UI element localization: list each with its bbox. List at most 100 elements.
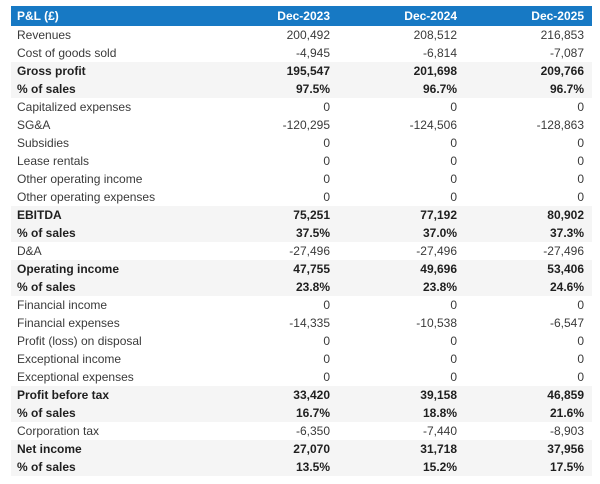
row-value: 0: [465, 368, 592, 386]
row-label: Revenues: [11, 26, 211, 44]
row-value: 96.7%: [338, 80, 465, 98]
row-label: Other operating income: [11, 170, 211, 188]
row-value: 23.8%: [338, 278, 465, 296]
row-label: % of sales: [11, 458, 211, 476]
table-row: Profit before tax 33,420 39,158 46,859: [11, 386, 592, 404]
table-row: SG&A -120,295 -124,506 -128,863: [11, 116, 592, 134]
row-value: -124,506: [338, 116, 465, 134]
row-value: 33,420: [211, 386, 338, 404]
row-value: 18.8%: [338, 404, 465, 422]
row-label: % of sales: [11, 278, 211, 296]
row-value: 27,070: [211, 440, 338, 458]
row-value: 0: [465, 98, 592, 116]
header-cell-dec-2023: Dec-2023: [211, 6, 338, 26]
row-value: 97.5%: [211, 80, 338, 98]
row-value: -8,903: [465, 422, 592, 440]
row-value: 0: [338, 188, 465, 206]
pnl-forecast-table-container: P&L (£) Dec-2023 Dec-2024 Dec-2025 Reven…: [11, 6, 592, 476]
table-row: Cost of goods sold -4,945 -6,814 -7,087: [11, 44, 592, 62]
row-value: -6,350: [211, 422, 338, 440]
table-row: Corporation tax -6,350 -7,440 -8,903: [11, 422, 592, 440]
row-value: 46,859: [465, 386, 592, 404]
row-value: -27,496: [338, 242, 465, 260]
row-label: SG&A: [11, 116, 211, 134]
row-label: Exceptional income: [11, 350, 211, 368]
row-label: EBITDA: [11, 206, 211, 224]
table-row: % of sales 13.5% 15.2% 17.5%: [11, 458, 592, 476]
row-label: Operating income: [11, 260, 211, 278]
row-value: 75,251: [211, 206, 338, 224]
row-label: Cost of goods sold: [11, 44, 211, 62]
row-value: 0: [338, 134, 465, 152]
row-value: 0: [211, 170, 338, 188]
table-row: D&A -27,496 -27,496 -27,496: [11, 242, 592, 260]
table-row: Capitalized expenses 0 0 0: [11, 98, 592, 116]
row-value: 0: [338, 350, 465, 368]
row-value: 37.3%: [465, 224, 592, 242]
row-value: -27,496: [211, 242, 338, 260]
row-value: 96.7%: [465, 80, 592, 98]
row-label: Gross profit: [11, 62, 211, 80]
table-row: Revenues 200,492 208,512 216,853: [11, 26, 592, 44]
header-cell-dec-2025: Dec-2025: [465, 6, 592, 26]
row-label: Profit (loss) on disposal: [11, 332, 211, 350]
row-label: Other operating expenses: [11, 188, 211, 206]
row-value: 0: [338, 98, 465, 116]
row-value: 23.8%: [211, 278, 338, 296]
row-value: 31,718: [338, 440, 465, 458]
row-value: 0: [465, 134, 592, 152]
table-row: Exceptional income 0 0 0: [11, 350, 592, 368]
row-label: % of sales: [11, 224, 211, 242]
row-value: 37,956: [465, 440, 592, 458]
row-label: Subsidies: [11, 134, 211, 152]
row-value: 0: [338, 170, 465, 188]
row-label: Capitalized expenses: [11, 98, 211, 116]
table-row: % of sales 37.5% 37.0% 37.3%: [11, 224, 592, 242]
row-value: -6,547: [465, 314, 592, 332]
table-row: % of sales 16.7% 18.8% 21.6%: [11, 404, 592, 422]
table-header: P&L (£) Dec-2023 Dec-2024 Dec-2025: [11, 6, 592, 26]
row-value: 37.0%: [338, 224, 465, 242]
row-value: 201,698: [338, 62, 465, 80]
row-value: -10,538: [338, 314, 465, 332]
row-value: 0: [211, 98, 338, 116]
table-row: EBITDA 75,251 77,192 80,902: [11, 206, 592, 224]
row-value: 16.7%: [211, 404, 338, 422]
row-value: 21.6%: [465, 404, 592, 422]
row-value: 0: [465, 296, 592, 314]
row-label: Financial expenses: [11, 314, 211, 332]
table-row: Gross profit 195,547 201,698 209,766: [11, 62, 592, 80]
row-label: Lease rentals: [11, 152, 211, 170]
table-row: Subsidies 0 0 0: [11, 134, 592, 152]
row-value: 0: [338, 152, 465, 170]
row-value: 0: [211, 296, 338, 314]
row-value: 13.5%: [211, 458, 338, 476]
row-value: 0: [338, 332, 465, 350]
row-value: 49,696: [338, 260, 465, 278]
table-row: Other operating income 0 0 0: [11, 170, 592, 188]
row-value: 24.6%: [465, 278, 592, 296]
row-value: 0: [211, 332, 338, 350]
row-value: 0: [338, 368, 465, 386]
row-value: -7,440: [338, 422, 465, 440]
header-cell-pnl-currency: P&L (£): [11, 6, 211, 26]
row-label: Net income: [11, 440, 211, 458]
table-row: % of sales 23.8% 23.8% 24.6%: [11, 278, 592, 296]
row-value: 77,192: [338, 206, 465, 224]
row-value: 15.2%: [338, 458, 465, 476]
table-row: Exceptional expenses 0 0 0: [11, 368, 592, 386]
row-value: 0: [211, 350, 338, 368]
header-cell-dec-2024: Dec-2024: [338, 6, 465, 26]
row-label: D&A: [11, 242, 211, 260]
table-row: Net income 27,070 31,718 37,956: [11, 440, 592, 458]
row-label: Profit before tax: [11, 386, 211, 404]
row-label: % of sales: [11, 404, 211, 422]
row-value: 37.5%: [211, 224, 338, 242]
row-label: Financial income: [11, 296, 211, 314]
row-value: 17.5%: [465, 458, 592, 476]
row-value: 39,158: [338, 386, 465, 404]
row-value: -4,945: [211, 44, 338, 62]
table-row: Other operating expenses 0 0 0: [11, 188, 592, 206]
row-value: 0: [211, 152, 338, 170]
row-value: 80,902: [465, 206, 592, 224]
